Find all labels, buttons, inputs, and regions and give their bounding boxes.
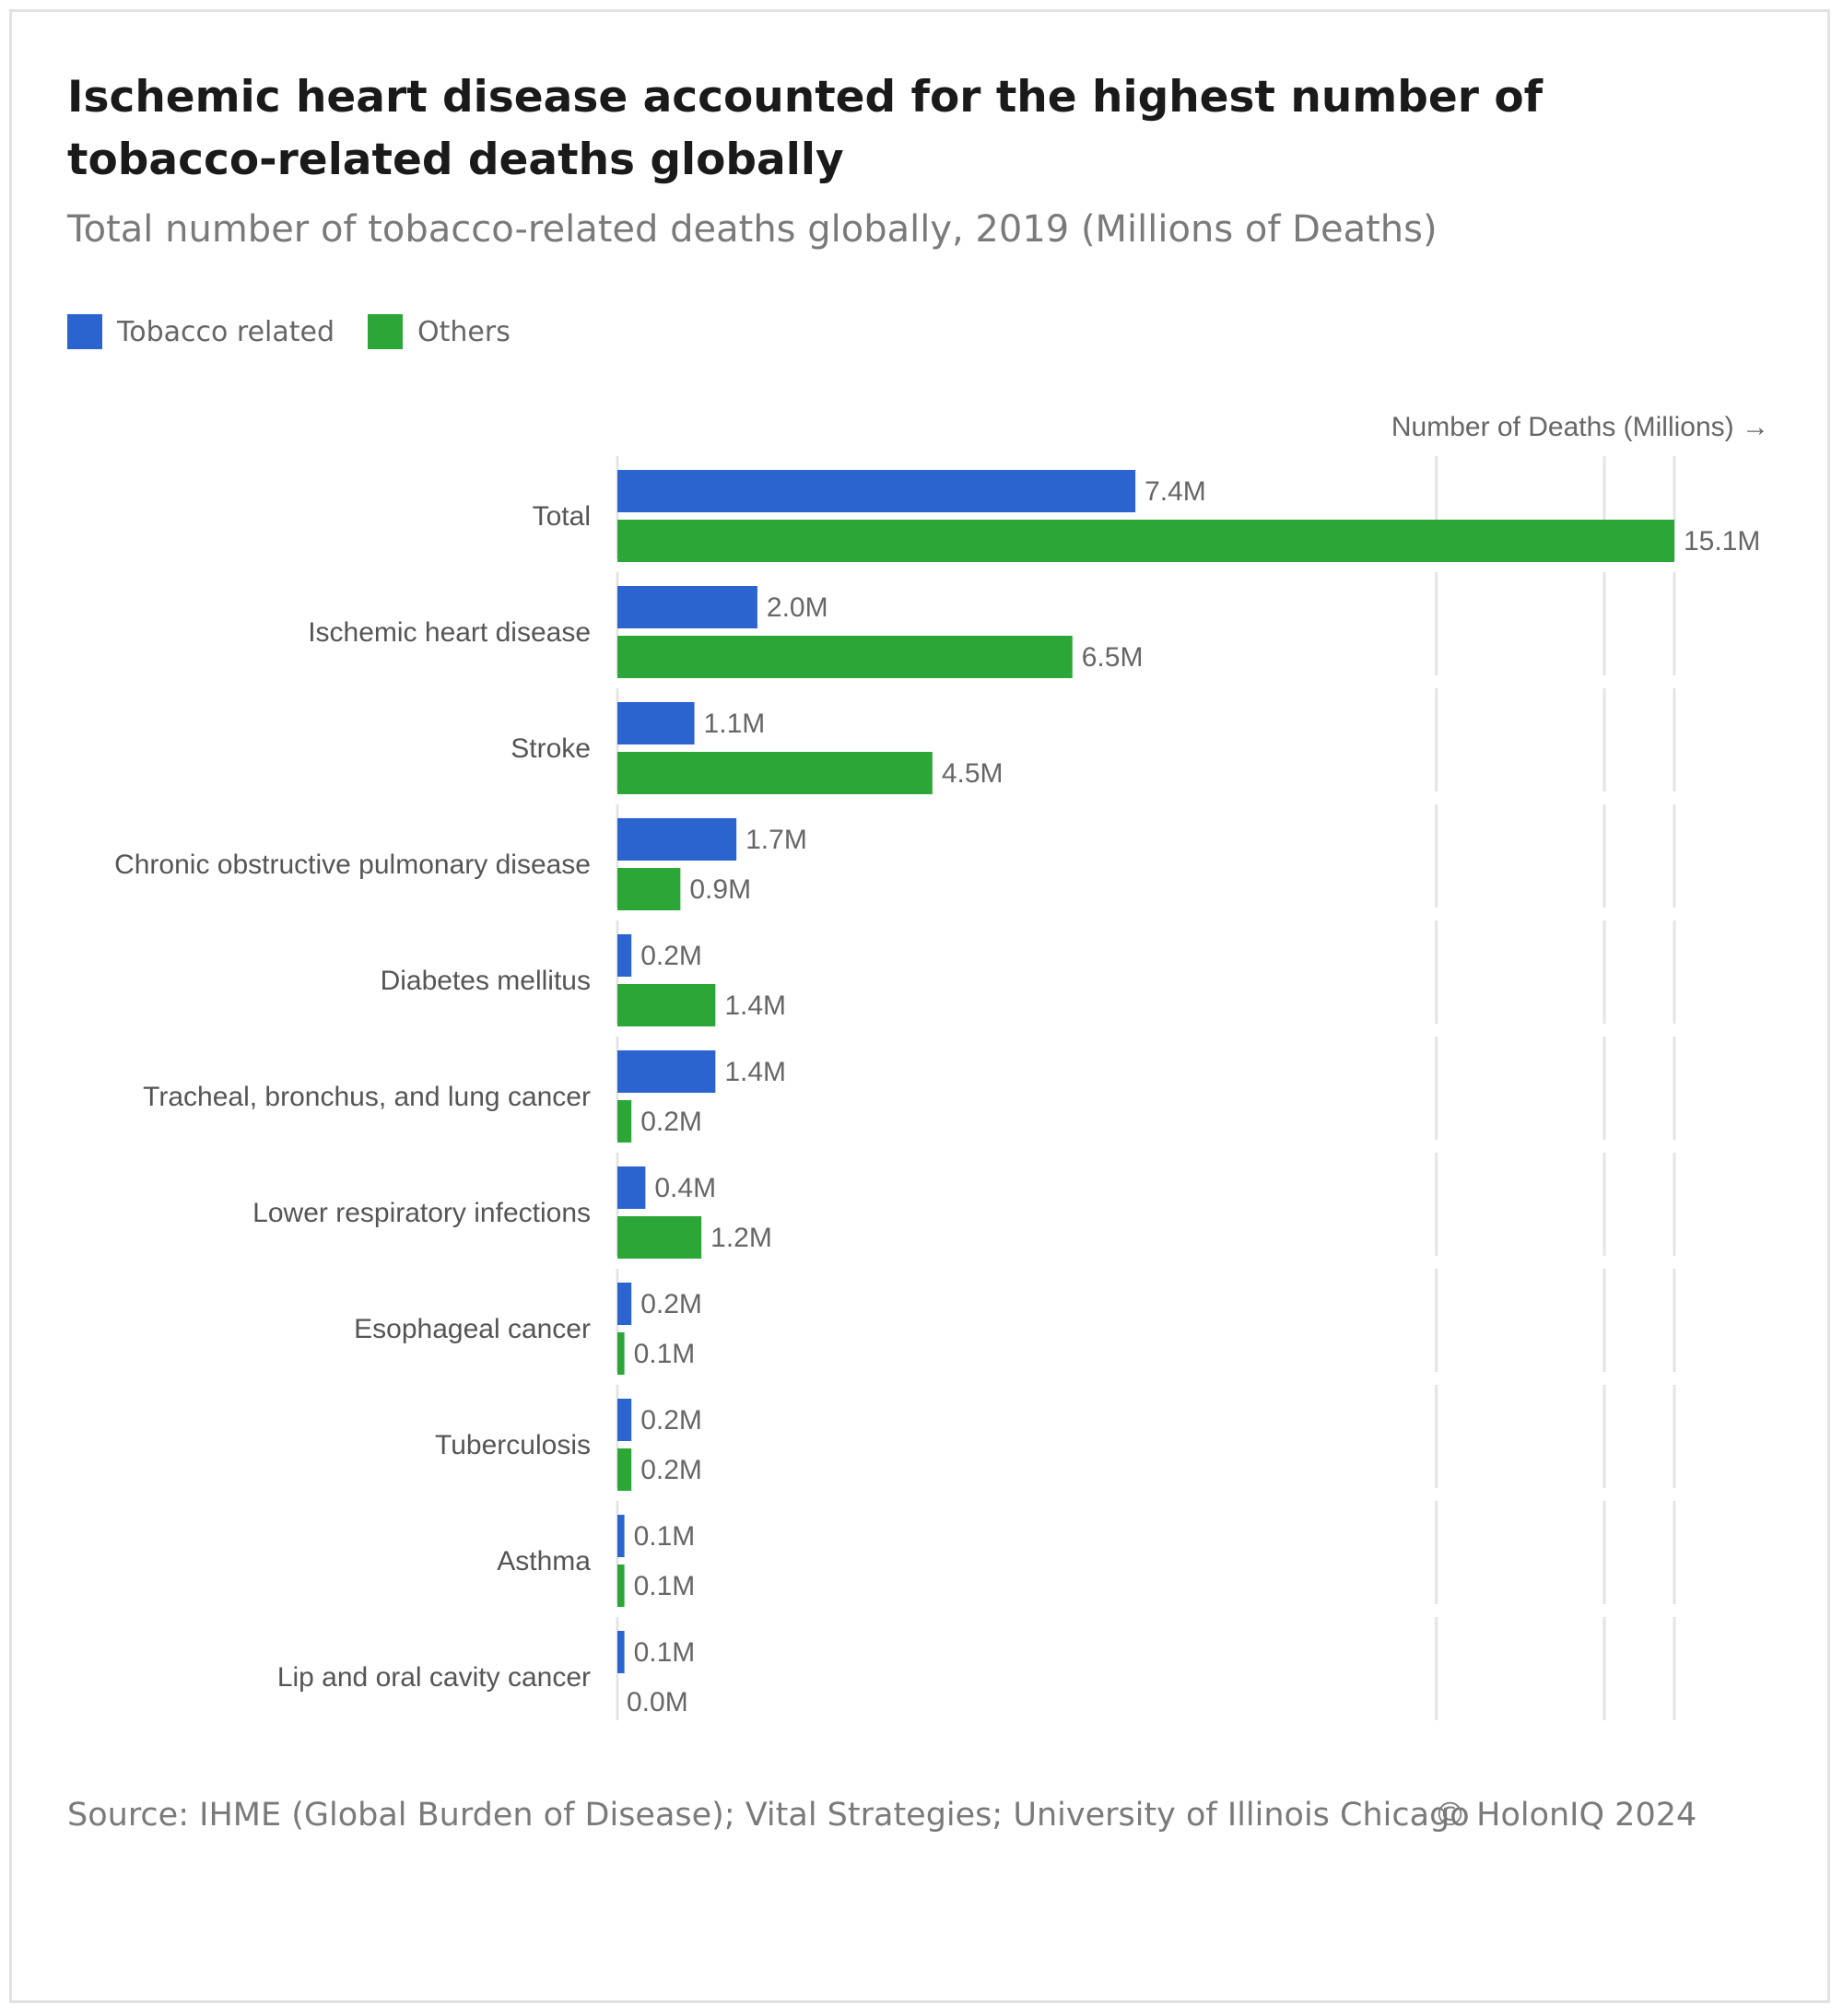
data-label-others: 0.2M bbox=[640, 1107, 702, 1137]
bar-others bbox=[617, 1216, 702, 1259]
category-label: Stroke bbox=[511, 733, 591, 764]
bar-others bbox=[617, 984, 716, 1026]
source-note: Source: IHME (Global Burden of Disease);… bbox=[67, 1797, 1470, 1834]
data-label-others: 0.9M bbox=[689, 874, 751, 905]
data-label-tobacco: 1.4M bbox=[724, 1057, 786, 1087]
bar-tobacco bbox=[617, 818, 737, 861]
data-label-tobacco: 7.4M bbox=[1145, 476, 1206, 507]
copyright-note: © HolonIQ 2024 bbox=[1434, 1797, 1697, 1834]
category-label: Lower respiratory infections bbox=[252, 1198, 591, 1228]
bar-others bbox=[617, 1332, 625, 1375]
data-label-others: 15.1M bbox=[1684, 526, 1760, 557]
data-label-others: 0.0M bbox=[627, 1687, 688, 1717]
data-label-tobacco: 0.1M bbox=[634, 1637, 696, 1668]
legend-label-others: Others bbox=[417, 315, 511, 348]
chart-frame bbox=[9, 9, 1830, 2003]
chart-title: Ischemic heart disease accounted for the… bbox=[67, 72, 1544, 185]
bar-tobacco bbox=[617, 470, 1136, 512]
category-label: Tracheal, bronchus, and lung cancer bbox=[143, 1082, 591, 1112]
data-label-tobacco: 1.1M bbox=[704, 709, 766, 739]
bar-tobacco bbox=[617, 702, 695, 744]
bar-tobacco bbox=[617, 586, 757, 628]
data-label-others: 6.5M bbox=[1082, 642, 1144, 673]
bar-tobacco bbox=[617, 1515, 625, 1557]
bar-tobacco bbox=[617, 1166, 646, 1209]
data-label-tobacco: 0.4M bbox=[654, 1173, 716, 1203]
data-label-others: 0.2M bbox=[640, 1455, 702, 1485]
bar-others bbox=[617, 520, 1674, 562]
legend: Tobacco related Others bbox=[67, 313, 544, 350]
category-label: Esophageal cancer bbox=[354, 1314, 591, 1344]
category-label: Ischemic heart disease bbox=[308, 617, 591, 648]
data-label-tobacco: 0.2M bbox=[640, 941, 702, 971]
legend-swatch-tobacco bbox=[67, 314, 102, 349]
data-label-tobacco: 0.2M bbox=[640, 1405, 702, 1436]
category-label: Total bbox=[533, 501, 591, 532]
bar-tobacco bbox=[617, 1050, 716, 1093]
data-label-others: 4.5M bbox=[942, 758, 1004, 789]
bar-others bbox=[617, 1565, 625, 1607]
data-label-others: 0.1M bbox=[634, 1339, 696, 1369]
bar-tobacco bbox=[617, 1283, 632, 1325]
bar-others bbox=[617, 752, 933, 794]
legend-swatch-others bbox=[368, 314, 404, 349]
legend-item-others: Others bbox=[368, 314, 511, 349]
data-label-others: 1.4M bbox=[724, 990, 786, 1021]
bar-others bbox=[617, 1100, 632, 1143]
bar-tobacco bbox=[617, 934, 632, 977]
category-label: Lip and oral cavity cancer bbox=[277, 1662, 591, 1693]
bar-chart: Number of Deaths (Millions) → Total 7.4M 15… bbox=[114, 412, 1769, 1728]
data-label-others: 0.1M bbox=[634, 1571, 696, 1601]
chart-subtitle: Total number of tobacco-related deaths g… bbox=[67, 208, 1438, 251]
bar-others bbox=[617, 1448, 632, 1491]
category-label: Tuberculosis bbox=[435, 1430, 591, 1460]
data-label-tobacco: 0.1M bbox=[634, 1521, 696, 1552]
data-label-tobacco: 1.7M bbox=[745, 825, 807, 855]
legend-item-tobacco: Tobacco related bbox=[67, 314, 335, 349]
bar-tobacco bbox=[617, 1631, 625, 1673]
data-label-others: 1.2M bbox=[710, 1223, 772, 1253]
category-label: Asthma bbox=[497, 1546, 591, 1576]
bar-tobacco bbox=[617, 1399, 632, 1441]
category-label: Diabetes mellitus bbox=[381, 966, 591, 996]
data-label-tobacco: 2.0M bbox=[767, 592, 828, 623]
x-axis-title: Number of Deaths (Millions) → bbox=[1391, 412, 1769, 442]
bar-others bbox=[617, 868, 681, 910]
data-label-tobacco: 0.2M bbox=[640, 1289, 702, 1319]
legend-label-tobacco: Tobacco related bbox=[117, 315, 335, 348]
category-label: Chronic obstructive pulmonary disease bbox=[114, 850, 591, 880]
bar-others bbox=[617, 636, 1073, 678]
